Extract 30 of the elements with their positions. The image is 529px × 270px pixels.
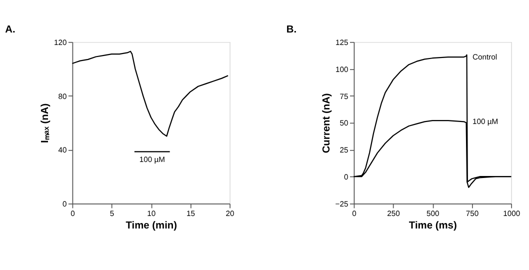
- x-tick-label: 500: [426, 208, 440, 218]
- y-tick-label: 100: [336, 64, 348, 74]
- x-axis-title: Time (ms): [408, 220, 457, 232]
- y-tick-label: 125: [336, 38, 348, 47]
- x-tick-label: 1000: [503, 208, 520, 218]
- y-tick-label: −25: [335, 200, 348, 209]
- chart-title: A.: [5, 24, 16, 36]
- x-tick-label: 250: [387, 208, 400, 218]
- y-tick-label: 0: [344, 172, 348, 182]
- x-tick-label: 0: [70, 208, 75, 218]
- y-tick-label: 120: [54, 38, 67, 47]
- x-axis-title: Time (min): [126, 220, 178, 232]
- y-tick-label: 50: [340, 118, 348, 128]
- series-label: 100 µM: [139, 154, 165, 164]
- chart-title: B.: [286, 24, 297, 36]
- y-tick-label: 75: [340, 92, 348, 101]
- x-tick-label: 10: [147, 208, 156, 218]
- x-tick-label: 20: [226, 208, 234, 218]
- series-label: Control: [472, 52, 498, 62]
- x-tick-label: 750: [466, 208, 479, 218]
- y-tick-label: 80: [58, 92, 67, 101]
- y-tick-label: 0: [62, 200, 67, 209]
- y-axis-title: Current (nA): [321, 93, 332, 154]
- series-label: 100 µM: [472, 117, 498, 126]
- y-tick-label: 25: [340, 146, 348, 155]
- y-tick-label: 40: [58, 146, 67, 155]
- y-axis-title: Iₘₐₓ (nA): [40, 103, 52, 143]
- x-tick-label: 0: [352, 208, 356, 218]
- x-tick-label: 5: [110, 208, 114, 218]
- x-tick-label: 15: [186, 208, 195, 218]
